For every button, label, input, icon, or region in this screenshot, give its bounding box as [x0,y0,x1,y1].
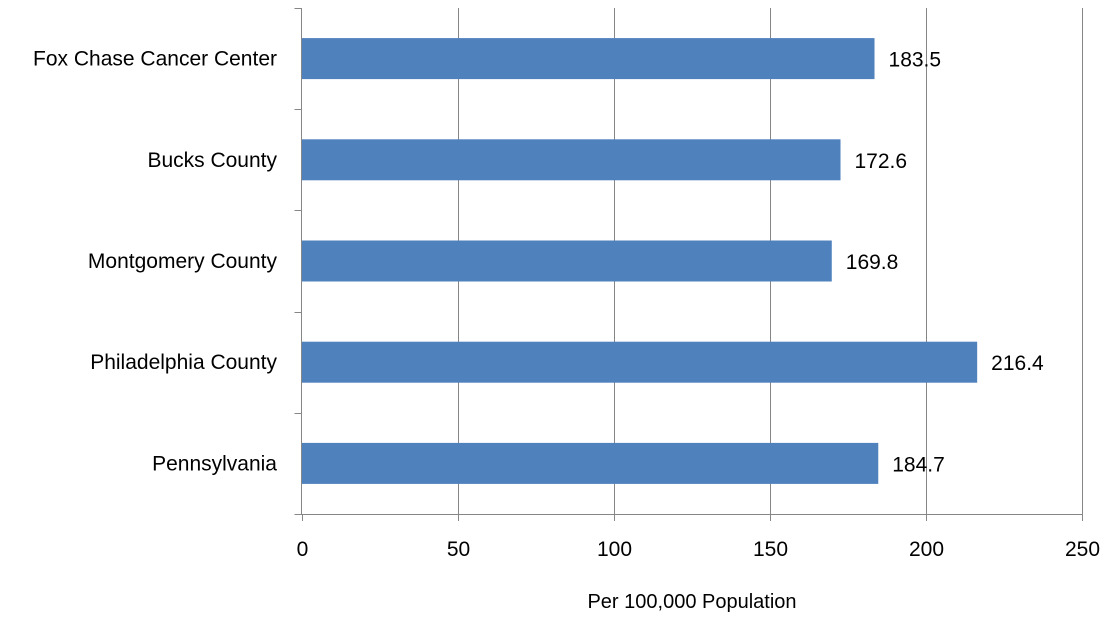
category-label-2: Montgomery County [88,250,278,273]
bar-1 [302,139,841,181]
x-tick-label-100: 100 [597,538,632,561]
x-tick-label-150: 150 [753,538,788,561]
axes [294,8,1083,521]
bar-2 [302,240,832,282]
category-label-3: Philadelphia County [90,351,277,374]
x-tick-label-250: 250 [1065,538,1100,561]
bar-4 [302,442,879,484]
category-label-4: Pennsylvania [152,452,277,475]
category-label-1: Bucks County [147,149,277,172]
bar-3 [302,341,978,383]
category-label-0: Fox Chase Cancer Center [33,48,277,71]
x-tick-label-200: 200 [909,538,944,561]
bars [302,38,978,484]
x-tick-label-0: 0 [297,538,309,561]
value-label-3: 216.4 [991,352,1044,375]
bar-0 [302,38,875,80]
labels: 0 50 100 150 200 250 Fox Chase Cancer Center 18… [33,48,1100,561]
value-label-1: 172.6 [855,150,908,173]
x-tick-label-50: 50 [447,538,470,561]
value-label-4: 184.7 [892,453,945,476]
x-axis-title: Per 100,000 Population [587,591,796,613]
value-label-0: 183.5 [889,49,942,72]
value-label-2: 169.8 [846,251,899,274]
